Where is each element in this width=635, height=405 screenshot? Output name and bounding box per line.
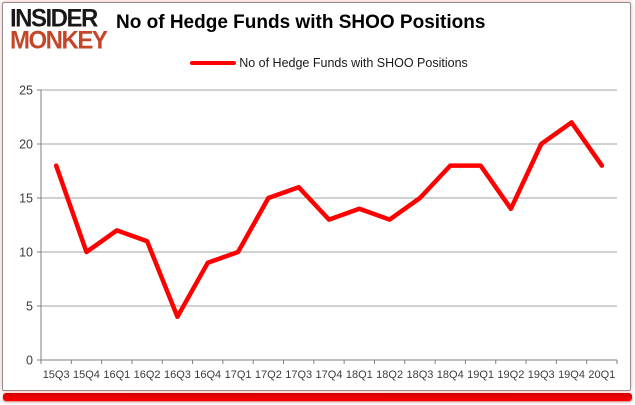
y-axis-label: 10: [19, 246, 33, 260]
x-axis-label: 16Q1: [103, 369, 130, 381]
x-axis-label: 16Q2: [134, 369, 161, 381]
x-axis-label: 17Q2: [255, 369, 282, 381]
x-axis-label: 19Q1: [467, 369, 494, 381]
series-line: [53, 120, 605, 320]
x-axis-label: 15Q3: [43, 369, 70, 381]
x-axis-label: 17Q1: [225, 369, 252, 381]
x-axis-label: 16Q3: [164, 369, 191, 381]
x-axis-label: 20Q1: [588, 369, 615, 381]
insider-monkey-logo: INSIDER MONKEY: [10, 4, 108, 55]
x-axis-label: 18Q1: [346, 369, 373, 381]
card-frame: [2, 2, 631, 391]
chart-legend: No of Hedge Funds with SHOO Positions: [41, 54, 617, 72]
x-axis-label: 19Q2: [497, 369, 524, 381]
y-axis-label: 15: [19, 192, 33, 206]
x-axis-label: 16Q4: [194, 369, 221, 381]
legend-label: No of Hedge Funds with SHOO Positions: [239, 56, 468, 70]
y-axis-label: 0: [26, 354, 33, 368]
logo-text-monkey: MONKEY: [10, 26, 108, 55]
x-axis-label: 17Q3: [285, 369, 312, 381]
chart-title: No of Hedge Funds with SHOO Positions: [116, 12, 486, 33]
x-axis-label: 19Q4: [558, 369, 585, 381]
x-axis-label: 18Q3: [406, 369, 433, 381]
legend-line-swatch: [190, 60, 237, 66]
x-axis-label: 19Q3: [528, 369, 555, 381]
logo-text-insider: INSIDER: [10, 4, 98, 33]
x-axis-label: 15Q4: [73, 369, 100, 381]
bottom-accent-bar: [3, 393, 632, 401]
y-axis-label: 20: [19, 138, 33, 152]
x-axis-label: 18Q4: [437, 369, 464, 381]
y-axis-label: 25: [19, 84, 33, 98]
x-axis-label: 17Q4: [316, 369, 343, 381]
y-axis-label: 5: [26, 300, 33, 314]
x-axis-label: 18Q2: [376, 369, 403, 381]
